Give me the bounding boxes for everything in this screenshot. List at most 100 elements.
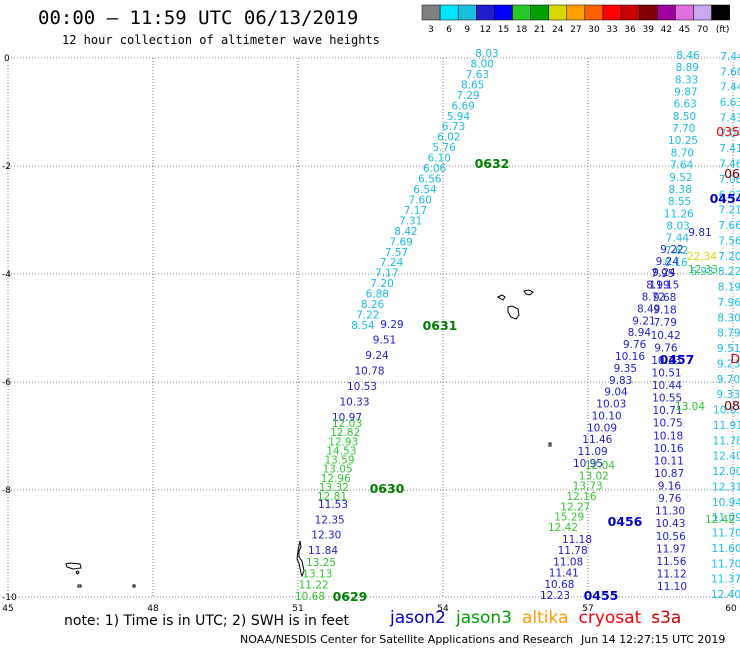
wave-height-value: 11.08 xyxy=(553,556,583,568)
wave-height-value: 9.22 xyxy=(660,244,683,256)
wave-height-value: 11.09 xyxy=(712,512,740,524)
wave-height-value: 7.29 xyxy=(456,90,479,102)
wave-height-value: 7.70 xyxy=(672,123,695,135)
wave-height-value: 10.68 xyxy=(544,579,574,591)
wave-height-value: 9.52 xyxy=(669,172,692,184)
wave-height-value: 12.30 xyxy=(311,530,341,542)
pass-time-label: 0455 xyxy=(584,588,619,603)
pass-time-label: 0630 xyxy=(370,481,405,496)
wave-height-value: 6.93 xyxy=(690,266,713,278)
wave-height-value: 7.56 xyxy=(718,235,740,247)
mission-legend: jason2 jason3 altika cryosat s3a xyxy=(390,608,691,628)
scale-label: 24 xyxy=(552,25,564,35)
mission-s3a: s3a xyxy=(651,608,682,628)
wave-height-value: 10.44 xyxy=(652,380,682,392)
wave-height-value: 7.43 xyxy=(720,112,740,124)
wave-height-value: 6.63 xyxy=(673,99,696,111)
wave-height-value: 12.81 xyxy=(317,491,347,503)
island-outline xyxy=(507,305,520,320)
wave-height-value: 8.46 xyxy=(676,50,700,62)
y-tick-label: 0 xyxy=(4,54,10,64)
credit-text: NOAA/NESDIS Center for Satellite Applica… xyxy=(240,633,574,646)
scale-label: 15 xyxy=(498,25,509,35)
scale-label: 9 xyxy=(464,25,470,35)
island-outline xyxy=(65,562,82,570)
wave-height-value: 12.04 xyxy=(585,460,615,472)
wave-height-value: 10.16 xyxy=(653,443,683,455)
wave-height-value: 10.33 xyxy=(339,397,369,409)
wave-height-value: 7.69 xyxy=(389,236,412,248)
wave-height-value: 10.09 xyxy=(587,422,617,434)
wave-height-value: 13.05 xyxy=(323,464,353,476)
wave-height-value: 10.51 xyxy=(652,367,682,379)
wave-height-value: 13.32 xyxy=(319,482,349,494)
wave-height-value: 8.50 xyxy=(673,111,696,123)
scale-label: 21 xyxy=(534,25,545,35)
wave-height-value: 13.13 xyxy=(302,568,332,580)
pass-time-label: 0456 xyxy=(608,514,643,529)
wave-height-value: 7.44 xyxy=(720,51,740,63)
wave-height-value: 8.00 xyxy=(471,58,494,70)
wave-height-value: 12.93 xyxy=(328,436,358,448)
generated-timestamp: Jun 14 12:27:15 UTC 2019 xyxy=(581,633,726,646)
island-outline xyxy=(296,540,305,578)
wave-height-value: 12.40 xyxy=(711,589,740,601)
x-tick-label: 60 xyxy=(725,604,737,614)
scale-label: 70 xyxy=(697,25,709,35)
wave-height-value: 7.63 xyxy=(466,69,489,81)
wave-height-value: 7.24 xyxy=(380,257,404,269)
wave-height-value: 8.16 xyxy=(664,257,688,269)
wave-height-value: 12.42 xyxy=(548,522,578,534)
map-title: 00:00 – 11:59 UTC 06/13/2019 xyxy=(38,7,359,29)
wave-height-value: 7.66 xyxy=(718,220,740,232)
wave-height-value: 6.54 xyxy=(413,184,437,196)
wave-height-value: 9.87 xyxy=(674,87,697,99)
wave-height-value: 7.17 xyxy=(404,205,427,217)
wave-height-value: 8.03 xyxy=(475,48,498,60)
wave-height-value: 11.12 xyxy=(657,568,687,580)
wave-height-value: 11.09 xyxy=(578,446,608,458)
wave-height-value: 7.79 xyxy=(654,317,677,329)
wave-height-value: 9.68 xyxy=(653,292,676,304)
wave-height-value: 6.63 xyxy=(720,97,740,109)
wave-height-value: 12.35 xyxy=(315,514,345,526)
scale-label: 18 xyxy=(516,25,528,35)
wave-height-value: 9.18 xyxy=(653,305,676,317)
wave-height-value: 8.79 xyxy=(717,328,740,340)
wave-height-value: 5.76 xyxy=(432,142,456,154)
wave-height-value: 9.51 xyxy=(373,335,396,347)
wave-height-value: 9.81 xyxy=(688,227,711,239)
pass-time-label: 0454 xyxy=(710,191,740,206)
color-scale: 3 6 9 12 15 18 21 24 27 30 33 36 39 42 45 70 (ft) xyxy=(421,4,730,35)
wave-height-value: 10.87 xyxy=(654,468,684,480)
scale-label: 30 xyxy=(588,25,600,35)
wave-height-value: 7.17 xyxy=(375,268,398,280)
wave-height-value: 7.44 xyxy=(720,82,740,94)
pass-time-label: 0629 xyxy=(333,589,368,604)
wave-height-value: 10.55 xyxy=(652,393,682,405)
wave-height-value: 10.68 xyxy=(295,591,325,603)
wave-height-value: 9.33 xyxy=(717,389,740,401)
wave-height-value: 9.24 xyxy=(652,267,676,279)
x-tick-label: 45 xyxy=(2,604,13,614)
wave-height-value: 12.00 xyxy=(712,466,740,478)
wave-height-value: 7.95 xyxy=(651,268,674,280)
wave-height-value: 6.73 xyxy=(442,121,465,133)
wave-height-value: 11.60 xyxy=(711,543,740,555)
wave-height-value: 9.04 xyxy=(604,387,628,399)
wave-height-value: 9.29 xyxy=(380,319,403,331)
wave-height-value: 10.18 xyxy=(653,430,683,442)
wave-height-value: 8.94 xyxy=(628,327,652,339)
wave-height-value: 11.46 xyxy=(582,434,612,446)
scale-label: 42 xyxy=(661,25,672,35)
wave-height-value: 13.02 xyxy=(579,470,609,482)
wave-height-value: 15.29 xyxy=(554,512,584,524)
wave-height-value: 13.25 xyxy=(306,557,336,569)
wave-height-value: 10.11 xyxy=(654,455,684,467)
wave-height-value: 9.16 xyxy=(658,481,682,493)
wave-height-value: 13.59 xyxy=(324,455,354,467)
wave-height-value: 8.42 xyxy=(394,226,417,238)
edge-pass-label: 035 xyxy=(716,124,740,139)
wave-height-value: 10.10 xyxy=(592,410,622,422)
wave-height-value: 12.96 xyxy=(321,473,351,485)
